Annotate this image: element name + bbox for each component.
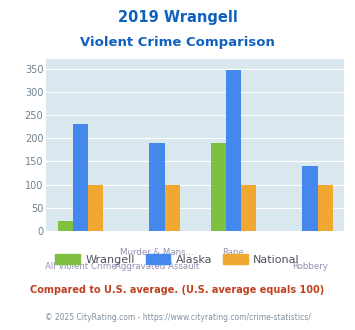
Bar xyxy=(318,184,333,231)
Bar xyxy=(88,184,104,231)
Bar xyxy=(226,70,241,231)
Text: Violent Crime Comparison: Violent Crime Comparison xyxy=(80,36,275,49)
Text: © 2025 CityRating.com - https://www.cityrating.com/crime-statistics/: © 2025 CityRating.com - https://www.city… xyxy=(45,313,310,322)
Text: Robbery: Robbery xyxy=(292,262,328,271)
Bar xyxy=(58,221,73,231)
Text: 2019 Wrangell: 2019 Wrangell xyxy=(118,10,237,25)
Text: Murder & Mans...: Murder & Mans... xyxy=(120,248,194,257)
Bar xyxy=(149,143,165,231)
Bar xyxy=(165,184,180,231)
Text: Rape: Rape xyxy=(223,248,245,257)
Text: All Violent Crime: All Violent Crime xyxy=(45,262,116,271)
Bar xyxy=(211,143,226,231)
Bar xyxy=(302,166,318,231)
Bar xyxy=(241,184,256,231)
Bar xyxy=(73,124,88,231)
Text: Aggravated Assault: Aggravated Assault xyxy=(115,262,199,271)
Legend: Wrangell, Alaska, National: Wrangell, Alaska, National xyxy=(51,250,304,269)
Text: Compared to U.S. average. (U.S. average equals 100): Compared to U.S. average. (U.S. average … xyxy=(31,285,324,295)
